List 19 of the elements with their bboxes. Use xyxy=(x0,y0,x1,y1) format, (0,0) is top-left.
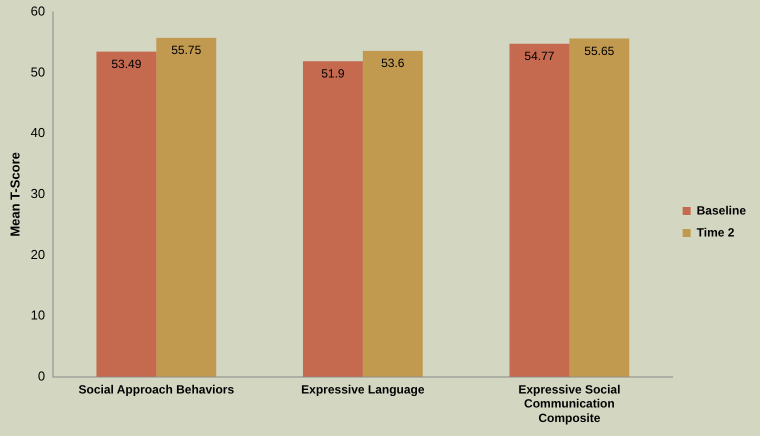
x-tick-label: Expressive Social Communication Composite xyxy=(518,382,620,426)
legend-label: Time 2 xyxy=(696,225,735,240)
data-label: 55.65 xyxy=(584,44,615,58)
data-label: 55.75 xyxy=(171,43,202,58)
y-tick-label: 30 xyxy=(30,186,46,201)
y-axis-title: Mean T-Score xyxy=(7,152,22,237)
data-label: 51.9 xyxy=(321,66,345,81)
y-tick-label: 50 xyxy=(30,64,46,80)
x-tick-label: Expressive Language xyxy=(301,382,425,396)
legend-label: Baseline xyxy=(696,203,746,218)
x-tick-label: Social Approach Behaviors xyxy=(78,382,234,396)
y-tick-label: 20 xyxy=(30,246,46,262)
y-tick-label: 10 xyxy=(30,308,46,323)
y-tick-label: 40 xyxy=(30,125,46,140)
data-label: 53.6 xyxy=(381,56,405,70)
y-tick-label: 60 xyxy=(30,4,46,19)
data-label: 53.49 xyxy=(111,56,142,71)
y-tick-label: 0 xyxy=(38,368,46,384)
data-label: 54.77 xyxy=(524,49,555,64)
